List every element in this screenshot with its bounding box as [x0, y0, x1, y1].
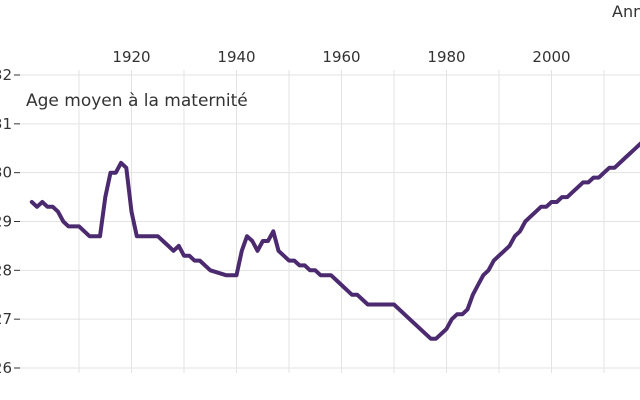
y-tick-label: 30	[0, 164, 12, 182]
y-axis: 26 27 28 29 30 31 32	[0, 66, 20, 377]
series-line	[29, 141, 640, 341]
y-tick-label: 32	[0, 66, 12, 84]
x-tick-label: 1980	[427, 48, 465, 66]
x-axis-label: Année	[612, 2, 640, 21]
y-axis-label: Age moyen à la maternité	[26, 91, 248, 111]
y-tick-label: 29	[0, 213, 12, 231]
x-tick-label: 1920	[112, 48, 150, 66]
y-tick-label: 27	[0, 310, 12, 328]
series-layer	[29, 141, 640, 341]
y-tick-label: 31	[0, 115, 12, 133]
x-axis: 1920 1940 1960 1980 2000	[112, 48, 570, 66]
grid-layer	[20, 70, 640, 373]
x-tick-label: 1960	[322, 48, 360, 66]
x-tick-label: 1940	[217, 48, 255, 66]
y-tick-label: 26	[0, 359, 12, 377]
y-tick-label: 28	[0, 261, 12, 279]
x-tick-label: 2000	[532, 48, 570, 66]
